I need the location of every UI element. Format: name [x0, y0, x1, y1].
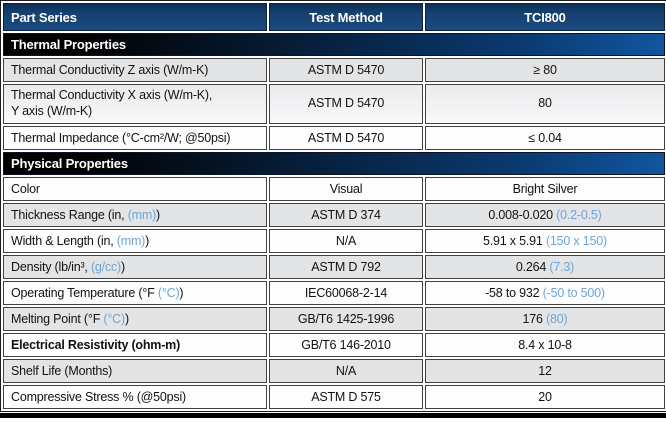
value-cell: 0.008-0.020 (0.2-0.5)	[425, 203, 665, 227]
table-row: Density (lb/in³, (g/cc)) ASTM D 792 0.26…	[3, 255, 665, 279]
method-cell: ASTM D 792	[269, 255, 423, 279]
property-label-line2: Y axis (W/m-K)	[11, 104, 92, 118]
page-divider-rule	[0, 413, 666, 418]
value-metric: (0.2-0.5)	[556, 208, 602, 222]
value-metric: (7.3)	[549, 260, 575, 274]
property-label: Thermal Conductivity Z axis (W/m-K)	[11, 63, 209, 77]
value-cell: 8.4 x 10-8	[425, 333, 665, 357]
property-label: Shelf Life (Months)	[11, 364, 113, 378]
value-text: 0.264	[515, 260, 550, 274]
value-cell: 12	[425, 359, 665, 383]
property-cell: Density (lb/in³, (g/cc))	[3, 255, 267, 279]
property-label-suffix: )	[156, 208, 161, 222]
section-row-thermal: Thermal Properties	[3, 33, 665, 56]
property-label-metric: (°C)	[157, 286, 180, 300]
table-row: Electrical Resistivity (ohm-m) GB/T6 146…	[3, 333, 665, 357]
method-cell: ASTM D 5470	[269, 84, 423, 124]
value-text: 12	[538, 364, 552, 378]
property-label-metric: (mm)	[127, 208, 157, 222]
property-cell: Color	[3, 177, 267, 201]
header-test-method: Test Method	[269, 3, 423, 31]
table-row: Thermal Conductivity Z axis (W/m-K) ASTM…	[3, 58, 665, 82]
value-text: 176	[522, 312, 547, 326]
property-cell: Electrical Resistivity (ohm-m)	[3, 333, 267, 357]
value-text: 8.4 x 10-8	[518, 338, 572, 352]
section-title-physical: Physical Properties	[3, 152, 665, 175]
table-row: Thermal Conductivity X axis (W/m-K), Y a…	[3, 84, 665, 124]
value-text: 5.91 x 5.91	[483, 234, 546, 248]
value-cell: 20	[425, 385, 665, 409]
method-cell: IEC60068-2-14	[269, 281, 423, 305]
method-cell: ASTM D 5470	[269, 58, 423, 82]
property-label-metric: (g/cc)	[90, 260, 122, 274]
property-cell: Thermal Impedance (°C-cm²/W; @50psi)	[3, 126, 267, 150]
method-cell: GB/T6 146-2010	[269, 333, 423, 357]
property-label: Electrical Resistivity (ohm-m)	[11, 338, 181, 352]
property-cell: Thickness Range (in, (mm))	[3, 203, 267, 227]
property-label: Width & Length (in,	[11, 234, 117, 248]
table-row: Thickness Range (in, (mm)) ASTM D 374 0.…	[3, 203, 665, 227]
method-cell: ASTM D 575	[269, 385, 423, 409]
property-cell: Operating Temperature (°F (°C))	[3, 281, 267, 305]
property-label-suffix: )	[145, 234, 150, 248]
property-cell: Width & Length (in, (mm))	[3, 229, 267, 253]
method-cell: N/A	[269, 359, 423, 383]
property-label: Color	[11, 182, 40, 196]
property-cell: Melting Point (°F (°C))	[3, 307, 267, 331]
property-label: Thermal Impedance (°C-cm²/W; @50psi)	[11, 131, 231, 145]
property-label-suffix: )	[179, 286, 184, 300]
section-title-thermal: Thermal Properties	[3, 33, 665, 56]
header-row: Part Series Test Method TCI800	[3, 3, 665, 31]
property-cell: Thermal Conductivity Z axis (W/m-K)	[3, 58, 267, 82]
property-label: Operating Temperature (°F	[11, 286, 158, 300]
property-cell: Compressive Stress % (@50psi)	[3, 385, 267, 409]
property-label-metric: (°C)	[103, 312, 125, 326]
value-text: ≥ 80	[533, 63, 557, 77]
table-row: Width & Length (in, (mm)) N/A 5.91 x 5.9…	[3, 229, 665, 253]
property-label-suffix: )	[121, 260, 125, 274]
table-row: Compressive Stress % (@50psi) ASTM D 575…	[3, 385, 665, 409]
table-row: Color Visual Bright Silver	[3, 177, 665, 201]
value-cell: -58 to 932 (-50 to 500)	[425, 281, 665, 305]
property-label-metric: (mm)	[116, 234, 146, 248]
value-text: -58 to 932	[485, 286, 543, 300]
property-label: Melting Point (°F	[11, 312, 104, 326]
value-metric: (-50 to 500)	[542, 286, 605, 300]
value-cell: 176 (80)	[425, 307, 665, 331]
header-part-series: Part Series	[3, 3, 267, 31]
value-cell: ≤ 0.04	[425, 126, 665, 150]
value-text: 80	[538, 96, 552, 111]
header-product-tci800: TCI800	[425, 3, 665, 31]
spec-table: Part Series Test Method TCI800 Thermal P…	[0, 0, 666, 412]
value-metric: (150 x 150)	[545, 234, 607, 248]
property-label: Thermal Conductivity X axis (W/m-K),	[11, 88, 213, 103]
property-label-suffix: )	[124, 312, 129, 326]
value-text: ≤ 0.04	[528, 131, 562, 145]
table-row: Shelf Life (Months) N/A 12	[3, 359, 665, 383]
table-row: Thermal Impedance (°C-cm²/W; @50psi) AST…	[3, 126, 665, 150]
value-text: 20	[538, 390, 552, 404]
method-cell: N/A	[269, 229, 423, 253]
property-label: Thickness Range (in,	[11, 208, 128, 222]
method-cell: Visual	[269, 177, 423, 201]
method-cell: ASTM D 374	[269, 203, 423, 227]
value-text: Bright Silver	[512, 182, 578, 196]
value-cell: 80	[425, 84, 665, 124]
value-cell: 5.91 x 5.91 (150 x 150)	[425, 229, 665, 253]
value-text: 0.008-0.020	[488, 208, 557, 222]
value-cell: ≥ 80	[425, 58, 665, 82]
property-label: Compressive Stress % (@50psi)	[11, 390, 186, 404]
property-label: Density (lb/in³,	[11, 260, 91, 274]
table-row: Operating Temperature (°F (°C)) IEC60068…	[3, 281, 665, 305]
value-cell: Bright Silver	[425, 177, 665, 201]
property-cell: Thermal Conductivity X axis (W/m-K), Y a…	[3, 84, 267, 124]
property-cell: Shelf Life (Months)	[3, 359, 267, 383]
value-metric: (80)	[546, 312, 568, 326]
value-cell: 0.264 (7.3)	[425, 255, 665, 279]
table-row: Melting Point (°F (°C)) GB/T6 1425-1996 …	[3, 307, 665, 331]
section-row-physical: Physical Properties	[3, 152, 665, 175]
method-cell: ASTM D 5470	[269, 126, 423, 150]
method-cell: GB/T6 1425-1996	[269, 307, 423, 331]
